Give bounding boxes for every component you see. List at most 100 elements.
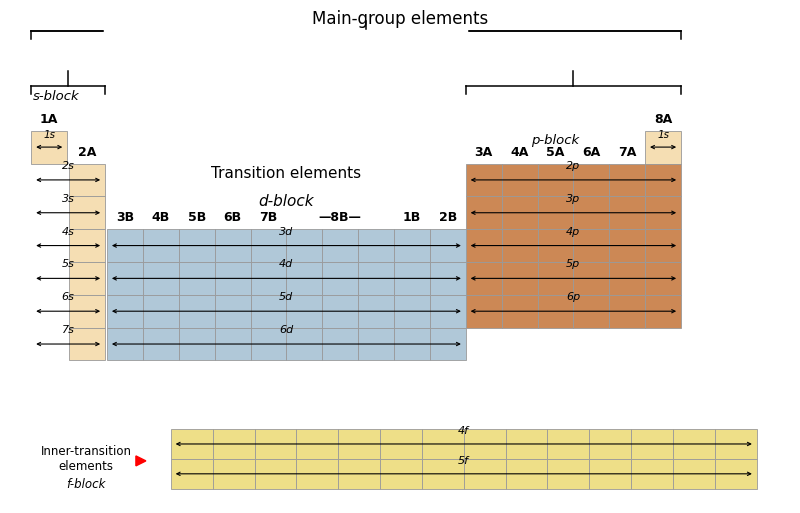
Bar (296, 459, 338, 489)
Text: 4f: 4f (458, 426, 470, 436)
Bar (213, 459, 254, 489)
Text: s-block: s-block (34, 90, 80, 103)
Bar (170, 459, 213, 489)
Bar (69, 164, 105, 196)
Text: 5p: 5p (566, 260, 581, 269)
Text: 3p: 3p (566, 194, 581, 204)
Text: 5f: 5f (458, 456, 470, 466)
Bar (610, 164, 645, 196)
Bar (143, 262, 178, 295)
Bar (506, 429, 547, 459)
Text: 1s: 1s (43, 130, 55, 140)
Bar (213, 429, 254, 459)
Text: 4A: 4A (510, 146, 529, 159)
Bar (394, 262, 430, 295)
Bar (338, 429, 380, 459)
Bar (610, 295, 645, 328)
Bar (286, 295, 322, 328)
Bar (422, 429, 464, 459)
Bar (502, 262, 538, 295)
Bar (645, 262, 681, 295)
Text: 7B: 7B (259, 211, 278, 224)
Bar (178, 262, 214, 295)
Bar (69, 262, 105, 295)
Text: 2p: 2p (566, 161, 581, 171)
Bar (574, 262, 610, 295)
Text: 1s: 1s (657, 130, 669, 140)
Bar (502, 196, 538, 229)
Bar (502, 295, 538, 328)
Bar (466, 196, 502, 229)
Bar (31, 131, 67, 164)
Bar (358, 262, 394, 295)
Bar (464, 459, 506, 489)
Text: 7s: 7s (62, 325, 74, 335)
Bar (214, 229, 250, 262)
Bar (631, 429, 673, 459)
Bar (502, 164, 538, 196)
Text: 3B: 3B (116, 211, 134, 224)
Bar (254, 459, 296, 489)
Bar (547, 459, 590, 489)
Bar (170, 429, 213, 459)
Bar (466, 164, 502, 196)
Bar (506, 459, 547, 489)
Text: 6s: 6s (62, 292, 74, 302)
Bar (422, 459, 464, 489)
Bar (590, 459, 631, 489)
Text: 5d: 5d (279, 292, 294, 302)
Bar (538, 262, 574, 295)
Text: Transition elements: Transition elements (211, 166, 362, 181)
Bar (394, 229, 430, 262)
Bar (178, 295, 214, 328)
Bar (69, 328, 105, 361)
Bar (547, 429, 590, 459)
Bar (574, 295, 610, 328)
Bar (286, 328, 322, 361)
Bar (322, 229, 358, 262)
Bar (214, 262, 250, 295)
Text: —8B—: —8B— (318, 211, 362, 224)
Bar (715, 459, 757, 489)
Bar (466, 262, 502, 295)
Text: 8A: 8A (654, 113, 672, 126)
Bar (645, 196, 681, 229)
Text: 2B: 2B (438, 211, 457, 224)
Bar (430, 229, 466, 262)
Text: 6p: 6p (566, 292, 581, 302)
Text: 5A: 5A (546, 146, 565, 159)
Bar (69, 295, 105, 328)
Bar (69, 196, 105, 229)
Bar (538, 295, 574, 328)
Bar (178, 328, 214, 361)
Bar (631, 459, 673, 489)
Bar (178, 229, 214, 262)
Bar (286, 262, 322, 295)
Text: 6d: 6d (279, 325, 294, 335)
Text: 7A: 7A (618, 146, 636, 159)
Bar (380, 459, 422, 489)
Bar (673, 459, 715, 489)
Text: 2s: 2s (62, 161, 74, 171)
Bar (250, 229, 286, 262)
Bar (574, 164, 610, 196)
Bar (610, 262, 645, 295)
Bar (394, 295, 430, 328)
Bar (214, 295, 250, 328)
Bar (143, 328, 178, 361)
Text: Main-group elements: Main-group elements (312, 10, 488, 28)
Text: p-block: p-block (531, 134, 579, 147)
Bar (538, 164, 574, 196)
Bar (574, 196, 610, 229)
Bar (107, 295, 143, 328)
Bar (69, 229, 105, 262)
Bar (430, 295, 466, 328)
Bar (430, 262, 466, 295)
Text: 6A: 6A (582, 146, 601, 159)
Text: 3s: 3s (62, 194, 74, 204)
Text: 1A: 1A (40, 113, 58, 126)
Bar (143, 229, 178, 262)
Bar (538, 196, 574, 229)
Bar (645, 229, 681, 262)
Text: Inner-transition
elements: Inner-transition elements (41, 445, 131, 473)
